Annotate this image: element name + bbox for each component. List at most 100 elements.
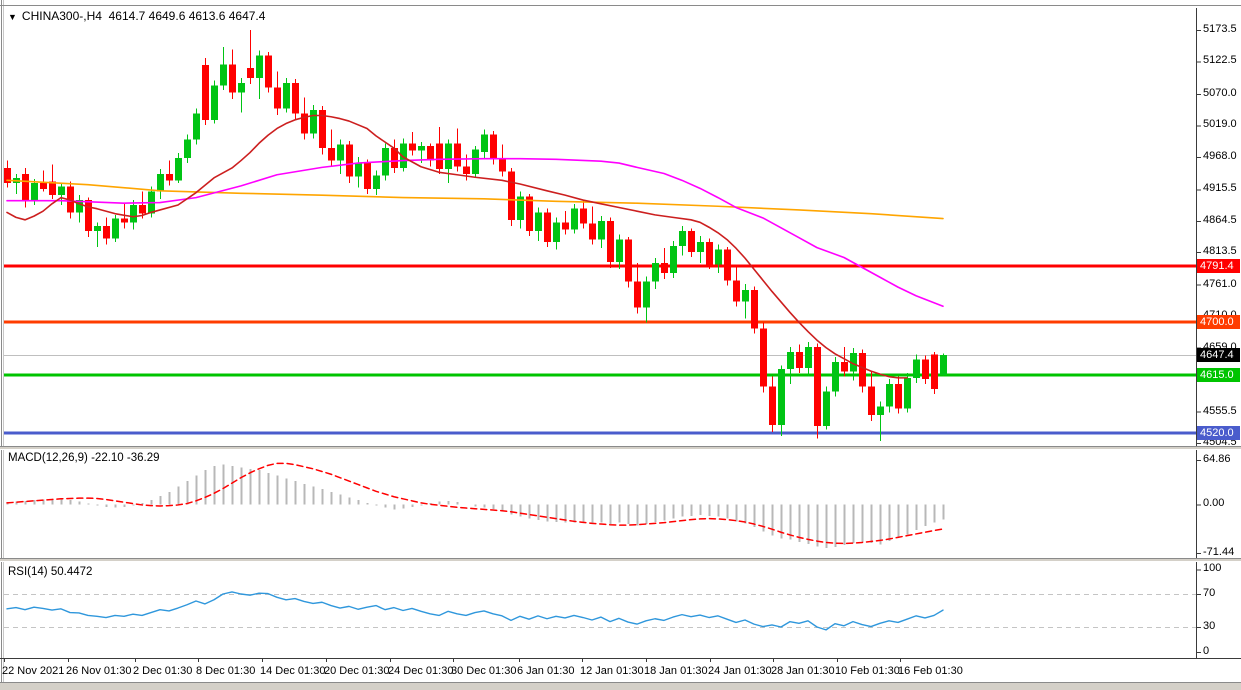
candle-body bbox=[391, 148, 398, 168]
candle-body bbox=[247, 67, 254, 78]
time-axis-label[interactable]: 16 Feb 01:30 bbox=[898, 665, 963, 677]
candle-body bbox=[328, 148, 335, 161]
symbol-dropdown-icon[interactable]: ▼ bbox=[8, 12, 17, 22]
rsi-name: RSI(14) bbox=[8, 566, 48, 578]
ma-fast-line bbox=[6, 114, 908, 379]
time-axis-label[interactable]: 8 Dec 01:30 bbox=[196, 665, 256, 677]
candle-body bbox=[175, 158, 182, 181]
rsi-indicator-label: RSI(14) 50.4472 bbox=[8, 566, 92, 578]
candle-body bbox=[931, 354, 938, 389]
price-axis-label: 4761.0 bbox=[1203, 277, 1237, 290]
candle-body bbox=[733, 280, 740, 302]
candle-body bbox=[31, 182, 38, 201]
time-axis-label[interactable]: 14 Dec 01:30 bbox=[260, 665, 326, 677]
time-axis-label[interactable]: 24 Dec 01:30 bbox=[388, 665, 454, 677]
candle-body bbox=[283, 82, 290, 109]
macd-indicator-label: MACD(12,26,9) -22.10 -36.29 bbox=[8, 452, 160, 464]
candle-body bbox=[832, 361, 839, 392]
time-axis-label[interactable]: 10 Feb 01:30 bbox=[835, 665, 900, 677]
time-axis-label[interactable]: 6 Jan 01:30 bbox=[517, 665, 575, 677]
candle-body bbox=[634, 281, 641, 308]
candle-body bbox=[760, 328, 767, 387]
price-axis-label: 5070.0 bbox=[1203, 86, 1237, 99]
candle-body bbox=[121, 218, 128, 223]
candle-body bbox=[265, 55, 272, 88]
time-axis-label[interactable]: 26 Nov 01:30 bbox=[66, 665, 132, 677]
candle-body bbox=[472, 149, 479, 175]
candle-body bbox=[319, 109, 326, 149]
rsi-axis-label: 70 bbox=[1203, 587, 1216, 599]
candle-body bbox=[904, 377, 911, 409]
candle-body bbox=[85, 200, 92, 231]
candle-body bbox=[112, 218, 119, 239]
candle-body bbox=[499, 158, 506, 172]
bottom-window-bar bbox=[0, 682, 1241, 690]
ma-mid-line bbox=[6, 157, 944, 308]
candle-body bbox=[40, 182, 47, 189]
candle-body bbox=[859, 353, 866, 387]
time-axis-label[interactable]: 22 Nov 2021 bbox=[2, 665, 65, 677]
candle-body bbox=[571, 208, 578, 230]
macd-axis-label: 64.86 bbox=[1203, 453, 1231, 465]
price-axis-label: 4968.0 bbox=[1203, 149, 1237, 162]
price-level-badge: 4700.0 bbox=[1197, 315, 1240, 330]
symbol-timeframe-label: CHINA300-,H4 bbox=[21, 9, 102, 23]
candle-body bbox=[202, 64, 209, 120]
candle-body bbox=[841, 361, 848, 372]
candle-body bbox=[409, 143, 416, 151]
candle-body bbox=[850, 353, 857, 372]
candle-body bbox=[454, 143, 461, 167]
candle-body bbox=[481, 134, 488, 152]
price-axis-label: 5122.5 bbox=[1203, 54, 1237, 67]
price-axis-label: 4813.5 bbox=[1203, 245, 1237, 258]
candle-body bbox=[337, 144, 344, 161]
time-axis-label[interactable]: 18 Jan 01:30 bbox=[644, 665, 708, 677]
candle-body bbox=[526, 196, 533, 231]
candle-body bbox=[373, 175, 380, 189]
ohlc-values: 4614.7 4649.6 4613.6 4647.4 bbox=[108, 9, 266, 23]
candle-body bbox=[436, 143, 443, 170]
candle-body bbox=[706, 242, 713, 265]
candle-body bbox=[229, 64, 236, 93]
candle-body bbox=[274, 87, 281, 109]
price-axis-label: 4555.5 bbox=[1203, 404, 1237, 417]
panel-splitter-main-macd[interactable] bbox=[0, 446, 1241, 450]
candle-body bbox=[796, 351, 803, 368]
ma-slow-line bbox=[6, 179, 944, 220]
time-axis-label[interactable]: 2 Dec 01:30 bbox=[133, 665, 193, 677]
macd-axis-label: -71.44 bbox=[1203, 546, 1235, 558]
candle-body bbox=[724, 249, 731, 281]
candle-body bbox=[895, 384, 902, 409]
candle-body bbox=[877, 406, 884, 415]
time-axis-label[interactable]: 24 Jan 01:30 bbox=[708, 665, 772, 677]
time-axis-label[interactable]: 12 Jan 01:30 bbox=[580, 665, 644, 677]
candle-body bbox=[400, 143, 407, 168]
candle-body bbox=[535, 212, 542, 231]
candle-body bbox=[427, 145, 434, 161]
candle-body bbox=[625, 239, 632, 282]
time-axis-label[interactable]: 20 Dec 01:30 bbox=[324, 665, 390, 677]
candle-body bbox=[769, 386, 776, 425]
time-axis-label[interactable]: 30 Dec 01:30 bbox=[451, 665, 517, 677]
candle-body bbox=[886, 384, 893, 407]
candle-body bbox=[688, 230, 695, 252]
candle-body bbox=[49, 181, 56, 196]
chart-title: ▼ CHINA300-,H4 4614.7 4649.6 4613.6 4647.… bbox=[8, 9, 265, 23]
candle-body bbox=[76, 200, 83, 213]
candle-body bbox=[58, 186, 65, 196]
time-axis-label[interactable]: 28 Jan 01:30 bbox=[771, 665, 835, 677]
candle-body bbox=[139, 205, 146, 214]
rsi-axis-label: 100 bbox=[1203, 562, 1222, 575]
candle-body bbox=[445, 143, 452, 170]
candle-body bbox=[346, 144, 353, 177]
candle-body bbox=[562, 222, 569, 230]
panel-splitter-macd-rsi[interactable] bbox=[0, 558, 1241, 562]
candle-body bbox=[805, 347, 812, 368]
rsi-line bbox=[6, 591, 944, 631]
price-axis-label: 4915.5 bbox=[1203, 182, 1237, 195]
candle-body bbox=[742, 290, 749, 302]
candle-body bbox=[751, 290, 758, 329]
candle-body bbox=[184, 139, 191, 159]
